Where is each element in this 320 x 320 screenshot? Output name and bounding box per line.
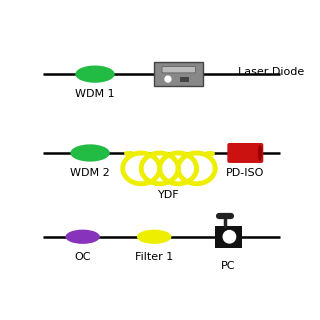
Text: WDM 2: WDM 2 xyxy=(70,168,110,178)
Circle shape xyxy=(223,230,236,243)
Circle shape xyxy=(165,76,171,82)
Ellipse shape xyxy=(70,144,110,162)
Ellipse shape xyxy=(75,66,115,83)
Text: Filter 1: Filter 1 xyxy=(135,252,173,261)
FancyBboxPatch shape xyxy=(180,76,189,82)
Text: PD-ISO: PD-ISO xyxy=(226,168,265,178)
Text: OC: OC xyxy=(75,252,91,261)
FancyBboxPatch shape xyxy=(162,67,196,73)
FancyBboxPatch shape xyxy=(154,62,204,86)
FancyBboxPatch shape xyxy=(214,226,242,248)
Text: YDF: YDF xyxy=(158,190,180,200)
Text: Laser Diode: Laser Diode xyxy=(238,67,304,77)
Text: WDM 1: WDM 1 xyxy=(75,89,115,99)
Text: PC: PC xyxy=(221,261,235,271)
Ellipse shape xyxy=(65,230,100,244)
Ellipse shape xyxy=(137,230,172,244)
FancyBboxPatch shape xyxy=(227,143,263,163)
Ellipse shape xyxy=(258,145,262,161)
